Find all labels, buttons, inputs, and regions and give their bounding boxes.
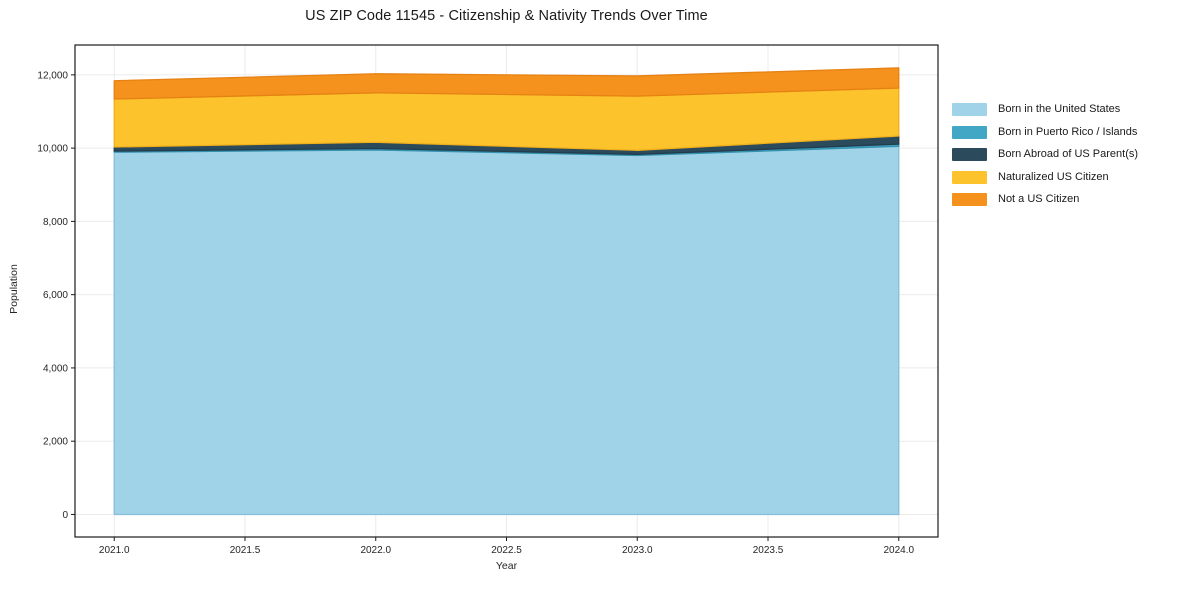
area-not-a-us-citizen [113,67,900,100]
legend-item-born-abroad-of-us-parent-s: Born Abroad of US Parent(s) [952,148,1138,161]
legend-item-naturalized-us-citizen: Naturalized US Citizen [952,170,1138,184]
x-tick-label: 2021.5 [230,545,261,556]
x-tick-label: 2021.0 [99,545,130,556]
x-tick-label: 2023.5 [753,545,784,556]
x-tick-label: 2022.5 [491,545,522,556]
legend-item-born-in-the-united-states: Born in the United States [952,103,1138,116]
y-axis-label: Population [8,264,20,314]
legend-swatch-icon [952,193,987,206]
legend: Born in the United States Born in Puerto … [952,103,1138,216]
legend-label: Born in the United States [998,103,1121,115]
y-tick-label: 2,000 [43,437,68,448]
legend-label: Not a US Citizen [998,193,1080,205]
y-tick-label: 10,000 [37,144,68,155]
y-tick-label: 4,000 [43,363,68,374]
x-tick-label: 2024.0 [883,545,914,556]
legend-swatch-icon [952,125,987,139]
legend-label: Born Abroad of US Parent(s) [998,148,1139,160]
y-tick-label: 12,000 [37,70,68,81]
legend-label: Born in Puerto Rico / Islands [998,125,1138,138]
x-tick-label: 2022.0 [360,545,391,556]
y-tick-label: 8,000 [43,217,68,228]
legend-item-not-a-us-citizen: Not a US Citizen [952,193,1138,206]
y-tick-label: 0 [62,510,68,521]
legend-item-born-in-puerto-rico-islands: Born in Puerto Rico / Islands [952,125,1138,139]
y-tick-label: 6,000 [43,290,68,301]
area-naturalized-us-citizen [113,87,900,151]
x-tick-label: 2023.0 [622,545,653,556]
legend-swatch-icon [952,103,987,116]
chart-title: US ZIP Code 11545 - Citizenship & Nativi… [305,8,708,24]
legend-swatch-icon [952,170,987,184]
area-born-in-the-united-states [113,145,900,516]
x-axis-label: Year [495,560,518,572]
legend-label: Naturalized US Citizen [998,170,1109,183]
legend-swatch-icon [952,148,987,161]
